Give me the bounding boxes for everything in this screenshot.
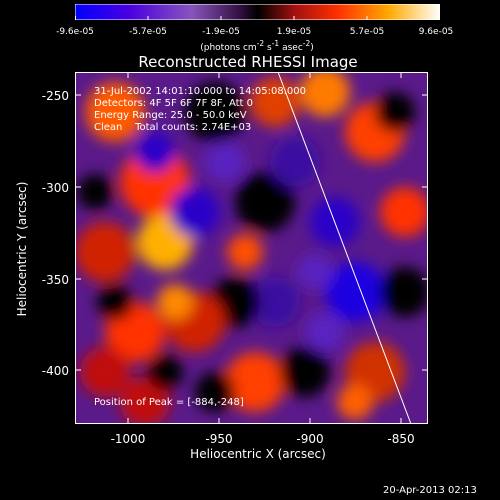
intensity-blob — [75, 222, 135, 282]
units-text: asec — [279, 43, 303, 53]
units-sup: -2 — [302, 39, 311, 48]
axis-ticks — [75, 72, 428, 424]
intensity-blob — [250, 277, 300, 327]
colorbar — [75, 4, 440, 20]
intensity-blobs — [75, 72, 428, 424]
units-sup: -2 — [256, 39, 265, 48]
intensity-blob — [170, 187, 220, 237]
colorbar-ticks — [75, 16, 440, 20]
intensity-blob — [337, 384, 373, 420]
info-time-range: 31-Jul-2002 14:01:10.000 to 14:05:08.000 — [94, 86, 306, 97]
intensity-blob — [85, 82, 145, 142]
y-tick-label: -350 — [41, 273, 69, 287]
x-axis-label: Heliocentric X (arcsec) — [190, 447, 326, 461]
intensity-blob — [380, 267, 428, 317]
y-tick-label: -250 — [41, 89, 69, 103]
intensity-blob — [250, 77, 300, 127]
solar-limb-line — [277, 72, 412, 424]
colorbar-units: (photons cm-2 s-1 asec-2) — [200, 39, 314, 53]
y-tick-label: -400 — [41, 364, 69, 378]
intensity-blob — [235, 172, 295, 232]
plot-title: Reconstructed RHESSI Image — [138, 53, 358, 71]
intensity-blob — [227, 234, 263, 270]
x-tick-label: -950 — [205, 432, 233, 446]
x-tick-label: -850 — [387, 432, 415, 446]
intensity-blob — [205, 142, 245, 182]
intensity-blob — [297, 254, 333, 290]
units-text: ) — [310, 43, 314, 53]
intensity-blob — [80, 347, 130, 397]
intensity-blob — [225, 352, 285, 412]
colorbar-tick-label: -9.6e-05 — [56, 27, 94, 37]
x-tick-label: -1000 — [110, 432, 146, 446]
plot-frame — [75, 72, 428, 424]
info-detectors: Detectors: 4F 5F 6F 7F 8F, Att 0 — [94, 98, 254, 109]
colorbar-tick-label: -5.7e-05 — [129, 27, 167, 37]
units-sup: -1 — [271, 39, 280, 48]
colorbar-tick-label: 5.7e-05 — [349, 27, 385, 37]
intensity-blob — [375, 92, 415, 132]
colorbar-tick-label: 1.9e-05 — [276, 27, 312, 37]
intensity-blob — [147, 354, 183, 390]
intensity-blob — [305, 312, 345, 352]
intensity-blob — [380, 187, 428, 237]
intensity-blob — [325, 262, 385, 322]
intensity-blob — [120, 147, 190, 217]
intensity-blob — [195, 372, 235, 412]
rhessi-image-plot — [75, 72, 428, 424]
units-text: s — [264, 43, 272, 53]
intensity-blob — [120, 377, 170, 424]
info-clean-counts: Clean Total counts: 2.74E+03 — [94, 122, 252, 133]
intensity-blob — [157, 284, 193, 320]
timestamp: 20-Apr-2013 02:13 — [383, 485, 477, 496]
colorbar-tick-label: 9.6e-05 — [418, 27, 454, 37]
colorbar-tick-label: -1.9e-05 — [202, 27, 240, 37]
intensity-blob — [300, 72, 350, 117]
intensity-blob — [77, 174, 113, 210]
y-axis-label: Heliocentric Y (arcsec) — [15, 181, 29, 317]
peak-position: Position of Peak = [-884,-248] — [94, 397, 244, 408]
x-tick-label: -900 — [296, 432, 324, 446]
intensity-blob — [280, 347, 330, 397]
intensity-blob — [185, 82, 245, 142]
info-energy-range: Energy Range: 25.0 - 50.0 keV — [94, 110, 247, 121]
y-tick-label: -300 — [41, 181, 69, 195]
units-text: (photons cm — [200, 43, 257, 53]
intensity-blob — [97, 284, 133, 320]
intensity-blob — [135, 132, 175, 172]
image-map — [75, 72, 428, 424]
